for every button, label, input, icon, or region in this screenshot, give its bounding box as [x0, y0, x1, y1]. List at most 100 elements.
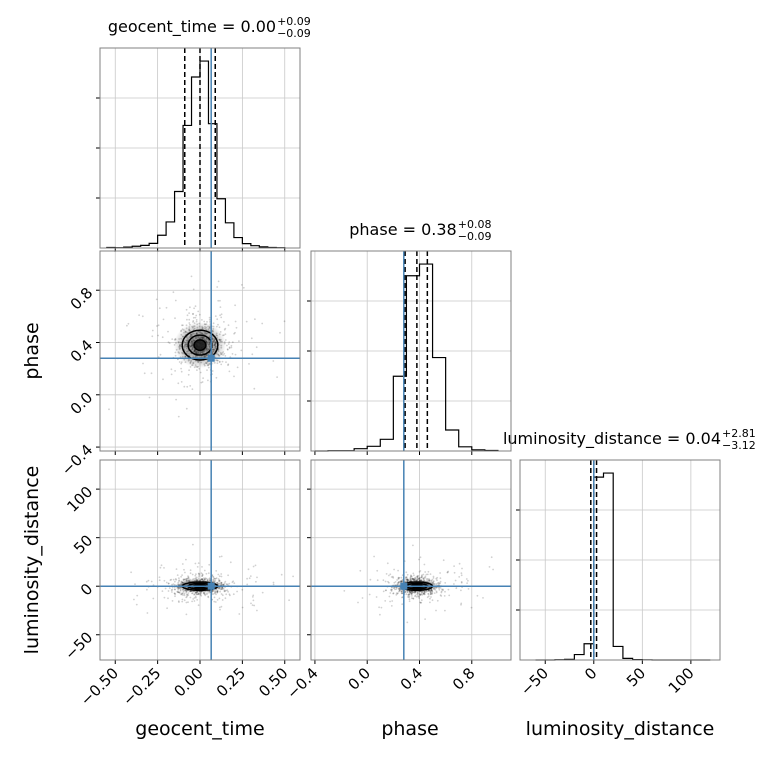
hist-frame-geocent_time: [99, 47, 301, 249]
sample-point: [420, 592, 423, 595]
sample-point: [250, 602, 252, 605]
sample-point: [252, 599, 255, 602]
sample-point: [408, 593, 411, 595]
y-tick-label: 50: [70, 531, 96, 557]
hist-panel-luminosity_distance: −50 0 50 100: [516, 459, 721, 699]
sample-point: [197, 310, 200, 313]
sample-point: [421, 574, 423, 577]
sample-point: [492, 568, 494, 571]
sample-point: [192, 598, 195, 600]
scatter-frame: [99, 459, 301, 661]
sample-point: [192, 316, 195, 319]
sample-point: [261, 322, 264, 325]
sample-point: [204, 594, 207, 597]
sample-point: [203, 593, 206, 595]
sample-point: [437, 581, 440, 584]
sample-point: [167, 330, 169, 333]
sample-point: [397, 569, 399, 572]
x-tick-label: −0.25: [119, 664, 164, 709]
sample-point: [398, 577, 401, 579]
sample-point: [419, 570, 422, 572]
sample-point: [212, 576, 215, 579]
sample-point: [145, 580, 148, 583]
sample-point: [230, 346, 233, 349]
sample-point: [429, 591, 432, 594]
sample-point: [417, 578, 420, 580]
sample-point: [163, 567, 165, 569]
sample-point: [223, 590, 226, 593]
title-phase: phase = 0.38 +0.08−0.09: [349, 218, 491, 243]
sample-point: [186, 385, 189, 388]
sample-point: [423, 563, 426, 566]
sample-point: [195, 578, 197, 581]
sample-point: [438, 582, 441, 585]
sample-point: [221, 360, 224, 363]
title-geocent_time: geocent_time = 0.00 +0.09−0.09: [108, 15, 311, 40]
sample-point: [442, 559, 445, 562]
sample-point: [272, 581, 275, 584]
sample-point: [171, 586, 174, 589]
sample-point: [189, 578, 192, 581]
sample-point: [414, 595, 416, 598]
sample-point: [220, 593, 223, 595]
y-tick-label: −0.4: [58, 441, 96, 479]
sample-point: [401, 596, 404, 598]
sample-point: [170, 589, 173, 592]
sample-point: [238, 613, 241, 615]
sample-point: [368, 593, 371, 596]
sample-point: [172, 578, 175, 581]
sample-point: [392, 592, 395, 595]
sample-point: [173, 592, 176, 595]
sample-point: [411, 597, 413, 600]
sample-point: [185, 578, 188, 581]
x-axis-label-phase: phase: [381, 718, 438, 740]
sample-point: [248, 363, 250, 365]
sample-point: [172, 583, 175, 585]
sample-point: [424, 618, 426, 620]
sample-point: [208, 592, 210, 594]
sample-point: [418, 577, 421, 580]
sample-point: [219, 608, 221, 611]
x-tick-label: 0.00: [170, 664, 206, 700]
sample-point: [192, 313, 194, 315]
axis-labels-layer: geocent_time phase luminosity_distancephas…: [21, 322, 714, 740]
sample-point: [387, 580, 389, 583]
x-tick-label: −0.4: [283, 664, 321, 702]
sample-point: [198, 572, 200, 575]
sample-point: [163, 579, 166, 582]
sample-point: [401, 596, 403, 599]
sample-point: [436, 599, 439, 602]
sample-point: [195, 576, 198, 579]
sample-point: [240, 349, 243, 352]
sample-point: [408, 598, 411, 601]
sample-point: [420, 576, 423, 579]
sample-point: [187, 594, 190, 596]
sample-point: [168, 587, 171, 589]
sample-point: [422, 593, 425, 595]
sample-point: [361, 597, 364, 599]
sample-point: [167, 582, 170, 585]
sample-point: [195, 592, 198, 595]
sample-point: [213, 577, 216, 580]
sample-point: [408, 594, 411, 596]
sample-point: [226, 344, 228, 347]
sample-point: [255, 580, 257, 583]
sample-point: [206, 592, 209, 595]
sample-point: [171, 583, 173, 586]
sample-point: [407, 594, 410, 597]
sample-point: [423, 576, 426, 579]
sample-point: [214, 592, 216, 595]
sample-point: [460, 581, 463, 583]
sample-point: [227, 363, 230, 366]
sample-point: [482, 597, 484, 599]
sample-point: [396, 579, 398, 581]
sample-point: [397, 577, 400, 580]
sample-point: [419, 556, 422, 559]
sample-point: [186, 593, 189, 596]
sample-point: [410, 593, 413, 596]
title-plus: +0.08: [458, 218, 492, 231]
sample-point: [439, 577, 442, 580]
sample-point: [378, 606, 380, 609]
sample-point: [460, 574, 463, 577]
sample-point: [214, 315, 217, 317]
